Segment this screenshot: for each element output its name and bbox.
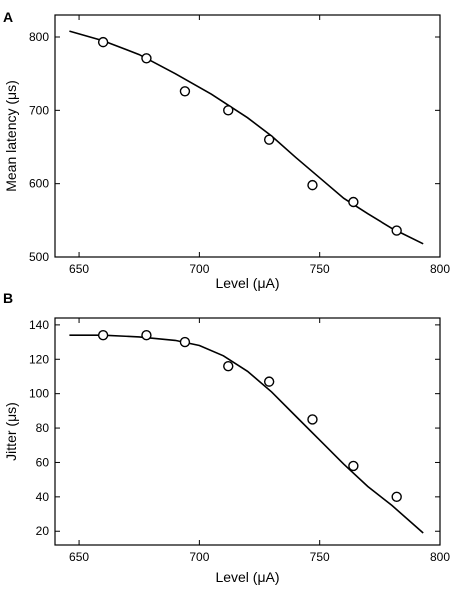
x-tick-label: 650 [69,550,89,564]
y-tick-label: 500 [29,250,49,264]
data-point [97,329,109,341]
data-point [97,36,109,48]
y-tick-label: 120 [29,352,49,366]
y-tick-label: 700 [29,103,49,117]
data-point [391,491,402,503]
data-point [307,414,318,425]
y-axis-label: Jitter (μs) [3,402,19,461]
fit-line [69,334,424,534]
data-point [223,360,234,372]
x-axis-label: Level (μA) [215,275,279,291]
data-point [179,336,191,348]
x-tick-label: 750 [310,550,330,564]
y-axis-label: Mean latency (μs) [3,80,19,192]
data-point [391,225,402,236]
plot-frame [54,317,441,546]
data-point [141,53,152,64]
y-tick-label: 100 [29,387,49,401]
y-tick-label: 140 [29,318,49,332]
y-tick-label: 20 [36,524,50,538]
x-tick-label: 800 [430,262,450,276]
chart-panel-a: 650 700 750 800 500 600 700 800 Level (μA) Mean l… [3,9,450,291]
data-point [263,376,275,387]
plot-frame [54,14,441,258]
y-tick-label: 40 [36,490,50,504]
y-tick-label: 60 [36,455,50,469]
y-tick-label: 800 [29,30,49,44]
x-tick-label: 700 [189,550,209,564]
x-tick-label: 800 [430,550,450,564]
x-tick-label: 750 [310,262,330,276]
data-point [263,134,275,145]
data-point [141,329,152,341]
x-axis-label: Level (μA) [215,569,279,585]
data-point [307,179,318,191]
x-tick-label: 650 [69,262,89,276]
y-tick-label: 600 [29,177,49,191]
data-point [348,196,359,208]
fit-line [69,30,424,245]
chart-panel-b: 650 700 750 800 20 40 60 80 100 120 140 Level (μA) J… [3,290,450,585]
data-point [348,460,359,472]
data-point [179,86,191,97]
data-point [223,105,234,116]
y-tick-label: 80 [36,421,50,435]
panel-label: B [3,290,13,306]
x-tick-label: 700 [189,262,209,276]
panel-label: A [3,9,13,25]
